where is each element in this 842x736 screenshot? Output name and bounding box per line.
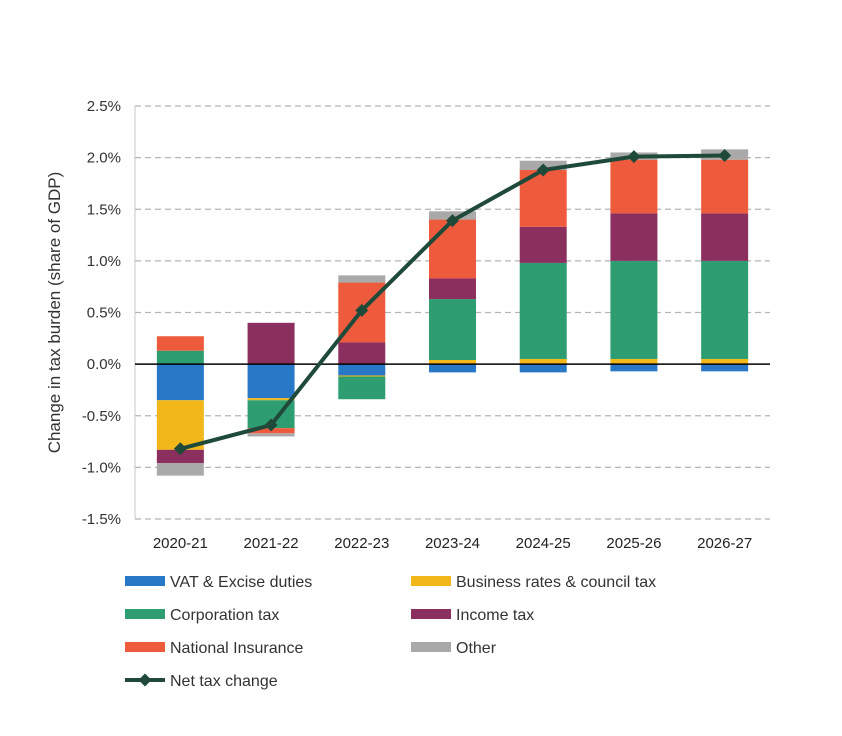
net-tax-marker-2020-21: [173, 442, 187, 456]
bar-corporation-tax-2024-25: [519, 262, 567, 359]
bar-corporation-tax-2022-23: [338, 376, 386, 400]
legend-corporation-tax-label: Corporation tax: [170, 607, 279, 624]
legend-other-swatch: [411, 642, 451, 652]
x-tick-label: 2020-21: [153, 535, 208, 552]
bar-income-tax-2023-24: [429, 278, 476, 300]
y-tick-label: -1.0%: [82, 459, 121, 476]
net-tax-marker-2022-23: [355, 303, 369, 317]
bar-national-insurance-2025-26: [610, 159, 658, 214]
y-tick-label: 2.5%: [87, 98, 121, 115]
legend-national-insurance-swatch: [125, 642, 165, 652]
x-tick-label: 2025-26: [606, 535, 661, 552]
bar-vat-and-excise-duties-2024-25: [519, 364, 567, 373]
bar-business-rates-and-council-tax-2021-22: [247, 398, 295, 401]
legend-net-tax-change-marker: [138, 673, 152, 687]
legend-vat-and-excise-duties-label: VAT & Excise duties: [170, 574, 312, 591]
legend-national-insurance-label: National Insurance: [170, 640, 304, 657]
legend-income-tax-label: Income tax: [456, 607, 534, 624]
bar-business-rates-and-council-tax-2026-27: [701, 358, 749, 365]
y-tick-label: 0.5%: [87, 305, 121, 322]
y-tick-label: -0.5%: [82, 408, 121, 425]
bar-national-insurance-2023-24: [429, 219, 476, 279]
bar-other-2020-21: [156, 463, 204, 476]
bar-corporation-tax-2020-21: [156, 350, 204, 365]
y-axis-title: Change in tax burden (share of GDP): [45, 172, 64, 454]
y-tick-label: 1.5%: [87, 201, 121, 218]
net-tax-marker-2025-26: [627, 150, 641, 164]
bar-business-rates-and-council-tax-2023-24: [429, 359, 476, 365]
x-tick-label: 2022-23: [334, 535, 389, 552]
legend-income-tax-swatch: [411, 609, 451, 619]
legend: VAT & Excise duties Business rates & coun…: [125, 574, 656, 690]
bar-vat-and-excise-duties-2025-26: [610, 364, 658, 372]
bar-business-rates-and-council-tax-2020-21: [156, 400, 204, 450]
y-tick-label: 1.0%: [87, 253, 121, 270]
bar-income-tax-2024-25: [519, 226, 567, 263]
bar-vat-and-excise-duties-2023-24: [429, 364, 476, 373]
gridlines: [135, 105, 770, 520]
legend-corporation-tax-swatch: [125, 609, 165, 619]
axes: -1.5% -1.0% -0.5% 0.0% 0.5% 1.0% 1.5% 2.0% 2.5% 2…: [45, 98, 770, 552]
y-tick-label: 2.0%: [87, 150, 121, 167]
net-tax-line: [173, 149, 732, 456]
bar-other-2021-22: [247, 433, 295, 437]
y-tick-label: -1.5%: [82, 511, 121, 528]
bar-income-tax-2025-26: [610, 213, 658, 261]
x-tick-label: 2024-25: [516, 535, 571, 552]
bars: [156, 149, 749, 476]
net-tax-marker-2021-22: [264, 418, 278, 432]
legend-net-tax-change-label: Net tax change: [170, 673, 278, 690]
bar-income-tax-2022-23: [338, 342, 386, 365]
bar-vat-and-excise-duties-2026-27: [701, 364, 749, 372]
bar-vat-and-excise-duties-2020-21: [156, 364, 204, 401]
x-tick-label: 2026-27: [697, 535, 752, 552]
x-tick-label: 2023-24: [425, 535, 480, 552]
bar-corporation-tax-2026-27: [701, 260, 749, 359]
bar-vat-and-excise-duties-2021-22: [247, 364, 295, 399]
net-tax-marker-2026-27: [718, 149, 732, 163]
legend-business-rates-and-council-tax-label: Business rates & council tax: [456, 574, 656, 591]
legend-other-label: Other: [456, 640, 497, 657]
bar-corporation-tax-2025-26: [610, 260, 658, 359]
x-tick-label: 2021-22: [244, 535, 299, 552]
bar-other-2022-23: [338, 275, 386, 283]
bar-income-tax-2026-27: [701, 213, 749, 261]
bar-business-rates-and-council-tax-2024-25: [519, 358, 567, 365]
net-tax-marker-2023-24: [446, 214, 459, 228]
bar-national-insurance-2020-21: [156, 336, 204, 351]
bar-corporation-tax-2023-24: [429, 299, 476, 360]
bar-business-rates-and-council-tax-2025-26: [610, 358, 658, 365]
bar-vat-and-excise-duties-2022-23: [338, 364, 386, 376]
legend-business-rates-and-council-tax-swatch: [411, 576, 451, 586]
net-tax-marker-2024-25: [536, 163, 550, 177]
bar-income-tax-2020-21: [156, 449, 204, 464]
bar-income-tax-2021-22: [247, 322, 295, 365]
legend-vat-and-excise-duties-swatch: [125, 576, 165, 586]
y-tick-label: 0.0%: [87, 356, 121, 373]
bar-national-insurance-2026-27: [701, 159, 749, 214]
bar-business-rates-and-council-tax-2022-23: [338, 375, 386, 377]
